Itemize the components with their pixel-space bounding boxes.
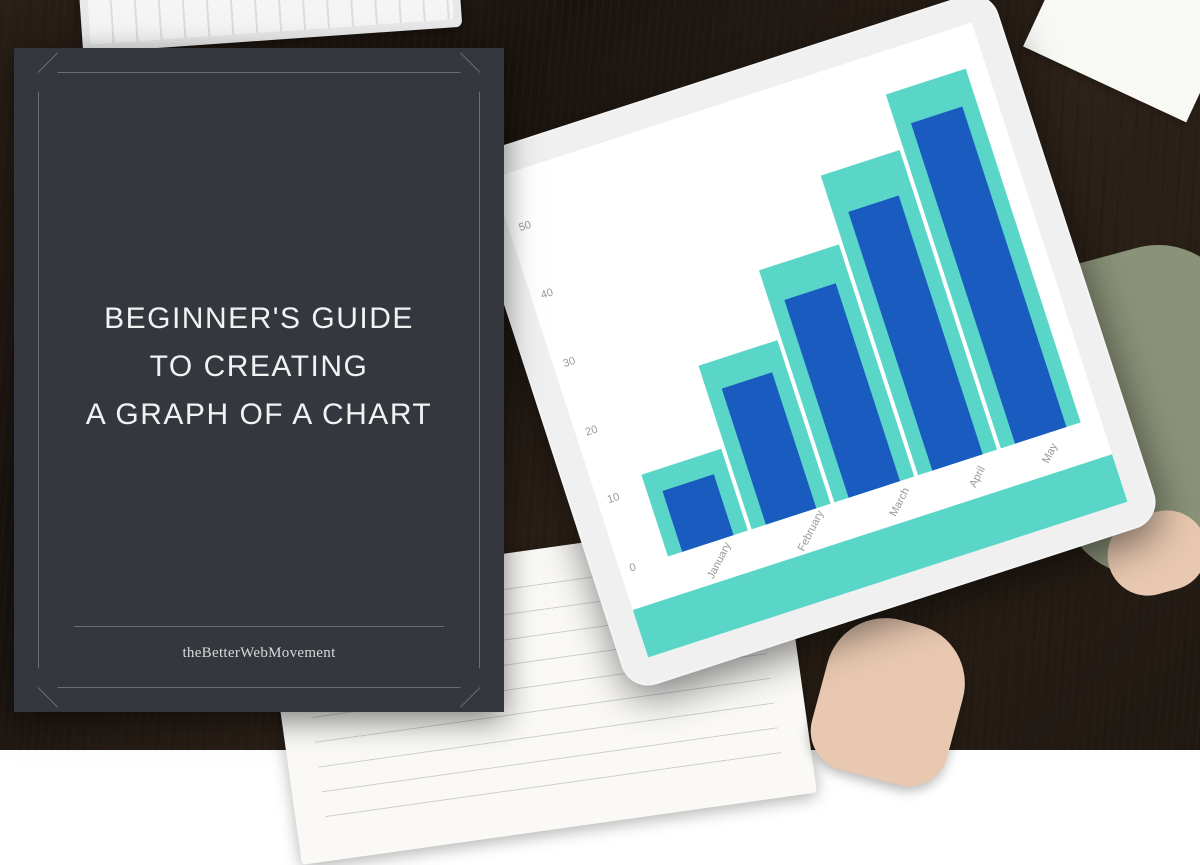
card-brand: theBetterWebMovement xyxy=(74,645,444,662)
title-line: A GRAPH OF A CHART xyxy=(86,391,433,439)
x-tick-label: May xyxy=(1041,441,1061,465)
title-line: TO CREATING xyxy=(86,343,433,391)
title-line: BEGINNER'S GUIDE xyxy=(86,295,433,343)
x-tick-label: April xyxy=(967,464,988,489)
title-card: BEGINNER'S GUIDE TO CREATING A GRAPH OF … xyxy=(14,48,504,712)
card-divider xyxy=(74,626,444,627)
x-tick-label: January xyxy=(705,541,733,581)
x-tick-label: March xyxy=(887,486,912,519)
y-tick-label: 30 xyxy=(562,355,577,370)
y-tick-label: 50 xyxy=(517,219,532,234)
y-tick-label: 20 xyxy=(584,423,599,438)
card-content: BEGINNER'S GUIDE TO CREATING A GRAPH OF … xyxy=(14,48,504,626)
y-tick-label: 40 xyxy=(540,287,555,302)
x-tick-label: February xyxy=(796,509,827,554)
card-footer: theBetterWebMovement xyxy=(14,626,504,712)
card-title: BEGINNER'S GUIDE TO CREATING A GRAPH OF … xyxy=(86,295,433,439)
scene-background: 01020304050 JanuaryFebruaryMarchAprilMay… xyxy=(0,0,1200,750)
y-tick-label: 10 xyxy=(606,491,621,506)
